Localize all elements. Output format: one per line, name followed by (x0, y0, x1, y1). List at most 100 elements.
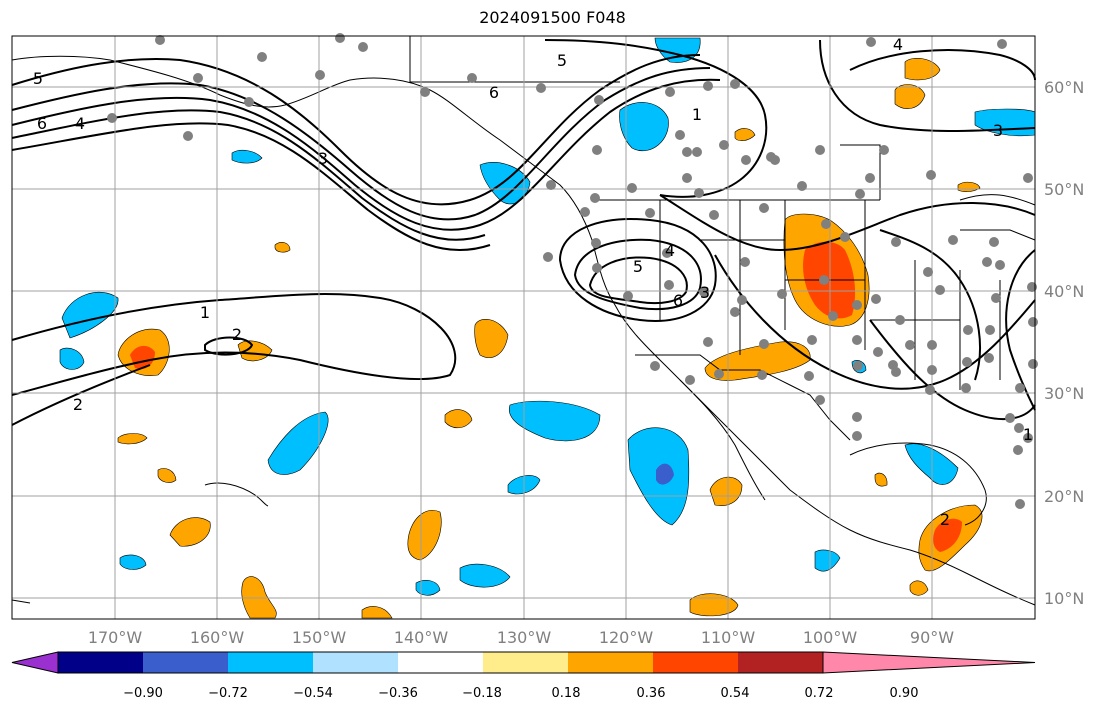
station-dot (546, 180, 556, 190)
lat-label: 10°N (1044, 589, 1084, 608)
contour-label: 2 (940, 510, 950, 529)
contour-label: 6 (673, 291, 683, 310)
station-dot (740, 257, 750, 267)
station-dot (873, 347, 883, 357)
station-dot (694, 188, 704, 198)
station-dot (685, 375, 695, 385)
station-dot (815, 395, 825, 405)
station-dot (730, 307, 740, 317)
map-border (11, 35, 1036, 620)
contour-label: 1 (692, 105, 702, 124)
colorbar-segment (568, 652, 653, 673)
station-dot (871, 294, 881, 304)
station-dot (1028, 359, 1038, 369)
gridlines (12, 36, 1035, 619)
station-dot (989, 237, 999, 247)
station-dot (467, 73, 477, 83)
coastlines (11, 55, 1036, 606)
station-dot (536, 83, 546, 93)
lon-label: 120°W (599, 628, 654, 647)
station-dot (819, 275, 829, 285)
strong-negative-anomaly-areas (656, 463, 674, 485)
station-dot (895, 315, 905, 325)
colorbar-tick-label: −0.18 (462, 686, 502, 701)
lat-label: 30°N (1044, 384, 1084, 403)
station-dot (891, 237, 901, 247)
colorbar-segment (483, 652, 568, 673)
station-dot (315, 70, 325, 80)
colorbar-outline (57, 651, 824, 674)
station-dot (828, 311, 838, 321)
station-dot (852, 431, 862, 441)
colorbar-segment (313, 652, 398, 673)
station-dot (623, 291, 633, 301)
station-dot (1028, 317, 1038, 327)
station-dot (1023, 173, 1033, 183)
station-dot (1015, 499, 1025, 509)
lat-label: 40°N (1044, 282, 1084, 301)
station-dot (1014, 423, 1024, 433)
contour-label: 5 (557, 51, 567, 70)
map-title: 2024091500 F048 (479, 8, 626, 27)
station-dot (107, 113, 117, 123)
station-dot (926, 170, 936, 180)
station-dot (664, 280, 674, 290)
lat-label: 20°N (1044, 487, 1084, 506)
colorbar-segment (58, 652, 143, 673)
contour-label: 4 (75, 114, 85, 133)
station-dot (244, 97, 254, 107)
contour-label: 2 (232, 325, 242, 344)
contour-label: 2 (73, 395, 83, 414)
contour-label: 3 (993, 121, 1003, 140)
station-dot (703, 81, 713, 91)
colorbar-extend-low (11, 651, 59, 674)
colorbar-segment (228, 652, 313, 673)
station-dot (730, 79, 740, 89)
station-dot (709, 210, 719, 220)
station-dot (193, 73, 203, 83)
station-dot (840, 232, 850, 242)
station-dot (982, 257, 992, 267)
station-dot (866, 37, 876, 47)
station-dot (692, 147, 702, 157)
station-dot (335, 33, 345, 43)
lon-label: 110°W (701, 628, 756, 647)
station-dot (682, 173, 692, 183)
station-dot (759, 203, 769, 213)
station-dot (879, 145, 889, 155)
latitude-labels: 60°N 50°N 40°N 30°N 20°N 10°N (1044, 78, 1084, 608)
lon-label: 170°W (88, 628, 143, 647)
station-dot (852, 335, 862, 345)
lon-label: 150°W (292, 628, 347, 647)
colorbar-segment (653, 652, 738, 673)
station-dot (358, 42, 368, 52)
colorbar-tick-label: 0.18 (552, 686, 581, 701)
colorbar-tick-label: 0.72 (805, 686, 834, 701)
station-dot (627, 183, 637, 193)
colorbar-tick-labels: −0.90 −0.72 −0.54 −0.36 −0.18 0.18 0.36 … (123, 686, 918, 701)
station-dot (821, 219, 831, 229)
station-dot (699, 287, 709, 297)
contour-lines (11, 39, 1036, 426)
station-dot (991, 293, 1001, 303)
station-dot (927, 365, 937, 375)
station-dot (1005, 413, 1015, 423)
station-dot (853, 361, 863, 371)
station-dot (759, 339, 769, 349)
station-dot (257, 52, 267, 62)
station-dot (682, 147, 692, 157)
station-dot (665, 87, 675, 97)
station-dot (865, 173, 875, 183)
station-dot (807, 335, 817, 345)
contour-label: 1 (200, 303, 210, 322)
station-dot (594, 95, 604, 105)
contour-label: 6 (37, 114, 47, 133)
station-dot (183, 131, 193, 141)
station-dot (905, 340, 915, 350)
station-dot (770, 155, 780, 165)
colorbar-tick-label: −0.54 (293, 686, 333, 701)
station-dot (997, 39, 1007, 49)
station-dot (645, 208, 655, 218)
colorbar (11, 651, 1036, 674)
